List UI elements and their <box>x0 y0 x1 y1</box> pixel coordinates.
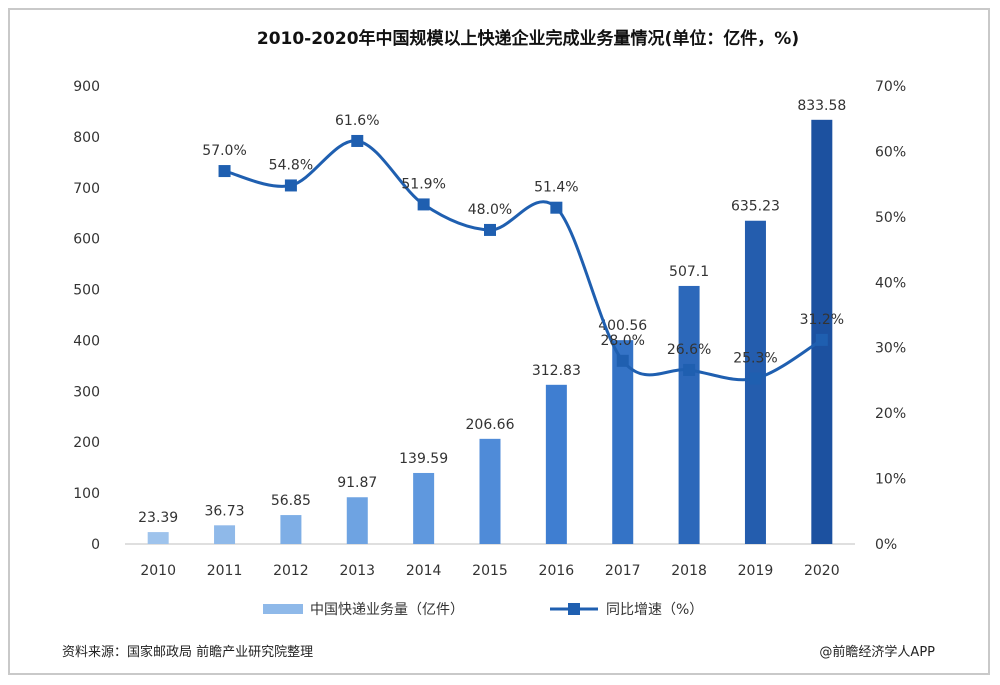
bar <box>811 119 833 544</box>
line-marker <box>218 165 231 178</box>
x-axis-tick-label: 2018 <box>671 563 707 579</box>
line-marker <box>815 333 828 346</box>
left-axis-tick-label: 400 <box>73 333 100 349</box>
source-note: 资料来源：国家邮政局 前瞻产业研究院整理 <box>62 644 313 660</box>
line-value-label: 48.0% <box>468 202 512 218</box>
line-marker <box>351 134 364 147</box>
right-axis-tick-label: 30% <box>875 341 906 357</box>
x-axis-tick-label: 2013 <box>339 563 375 579</box>
line-marker <box>616 354 629 367</box>
right-axis-tick-label: 70% <box>875 79 906 95</box>
line-value-label: 54.8% <box>269 157 313 173</box>
line-value-label: 31.2% <box>800 312 844 328</box>
left-axis-tick-label: 300 <box>73 384 100 400</box>
bar-value-label: 833.58 <box>797 98 846 114</box>
bar <box>612 340 634 544</box>
right-axis: 0% 10% 20% 30% 40% 50% 60% 70% <box>875 79 906 553</box>
line-value-label: 57.0% <box>202 143 246 159</box>
bar-value-label: 139.59 <box>399 451 448 467</box>
bar <box>678 285 700 544</box>
legend: 中国快递业务量（亿件） 同比增速（%） <box>263 602 703 618</box>
line-marker <box>417 198 430 211</box>
line-value-label: 51.4% <box>534 180 578 196</box>
line-value-label: 51.9% <box>401 176 445 192</box>
line-marker <box>284 179 297 192</box>
right-axis-tick-label: 60% <box>875 144 906 160</box>
line-value-label: 61.6% <box>335 113 379 129</box>
x-axis-tick-label: 2014 <box>406 563 442 579</box>
left-axis: 0 100 200 300 400 500 600 700 800 900 <box>73 79 100 553</box>
left-axis-tick-label: 500 <box>73 283 100 299</box>
legend-line-label: 同比增速（%） <box>606 602 703 618</box>
line-value-label: 28.0% <box>600 333 644 349</box>
line-marker <box>550 201 563 214</box>
x-axis-tick-label: 2019 <box>738 563 774 579</box>
line-value-label: 26.6% <box>667 342 711 358</box>
right-axis-tick-label: 0% <box>875 537 897 553</box>
left-axis-tick-label: 900 <box>73 79 100 95</box>
chart-title: 2010-2020年中国规模以上快递企业完成业务量情况(单位：亿件，%) <box>257 28 799 49</box>
growth-line-series <box>218 134 828 385</box>
line-marker <box>749 372 762 385</box>
bar <box>147 532 169 544</box>
left-axis-tick-label: 100 <box>73 486 100 502</box>
left-axis-tick-label: 600 <box>73 232 100 248</box>
left-axis-tick-label: 800 <box>73 130 100 146</box>
bar-value-label: 206.66 <box>466 417 515 433</box>
x-axis-tick-label: 2015 <box>472 563 508 579</box>
brand-credit: @前瞻经济学人APP <box>819 644 935 660</box>
bar <box>545 384 567 544</box>
legend-bar-label: 中国快递业务量（亿件） <box>310 602 464 618</box>
bar-value-label: 400.56 <box>598 318 647 334</box>
bar-series <box>147 119 833 544</box>
line-data-labels: 57.0% 54.8% 61.6% 51.9% 48.0% 51.4% 28.0% 26.6%… <box>202 113 844 367</box>
bar <box>280 515 302 544</box>
bar-value-label: 507.1 <box>669 264 709 280</box>
bar-value-label: 56.85 <box>271 493 311 509</box>
bar-value-label: 23.39 <box>138 510 178 526</box>
right-axis-tick-label: 50% <box>875 210 906 226</box>
legend-bar-swatch <box>263 604 303 614</box>
line-value-label: 25.3% <box>733 350 777 366</box>
bar-value-label: 91.87 <box>337 475 377 491</box>
bar-value-label: 36.73 <box>204 503 244 519</box>
right-axis-tick-label: 20% <box>875 406 906 422</box>
x-axis-tick-label: 2011 <box>207 563 243 579</box>
x-axis-tick-label: 2017 <box>605 563 641 579</box>
bar <box>346 497 368 544</box>
bar <box>413 472 435 544</box>
right-axis-tick-label: 40% <box>875 275 906 291</box>
bar <box>479 438 501 544</box>
right-axis-tick-label: 10% <box>875 472 906 488</box>
x-axis-tick-label: 2010 <box>140 563 176 579</box>
growth-line <box>224 139 823 382</box>
left-axis-tick-label: 0 <box>91 537 100 553</box>
bar <box>214 525 236 544</box>
bar-data-labels: 23.39 36.73 56.85 91.87 139.59 206.66 312.83 40… <box>138 98 846 526</box>
x-axis-tick-label: 2020 <box>804 563 840 579</box>
legend-line-marker <box>568 603 580 615</box>
x-axis-tick-label: 2016 <box>539 563 575 579</box>
x-axis: 2010 2011 2012 2013 2014 2015 2016 2017 2018 2019… <box>125 543 855 579</box>
bar-value-label: 312.83 <box>532 363 581 379</box>
bar-value-label: 635.23 <box>731 199 780 215</box>
left-axis-tick-label: 700 <box>73 181 100 197</box>
line-marker <box>683 363 696 376</box>
line-marker <box>484 223 496 236</box>
x-axis-tick-label: 2012 <box>273 563 309 579</box>
left-axis-tick-label: 200 <box>73 435 100 451</box>
